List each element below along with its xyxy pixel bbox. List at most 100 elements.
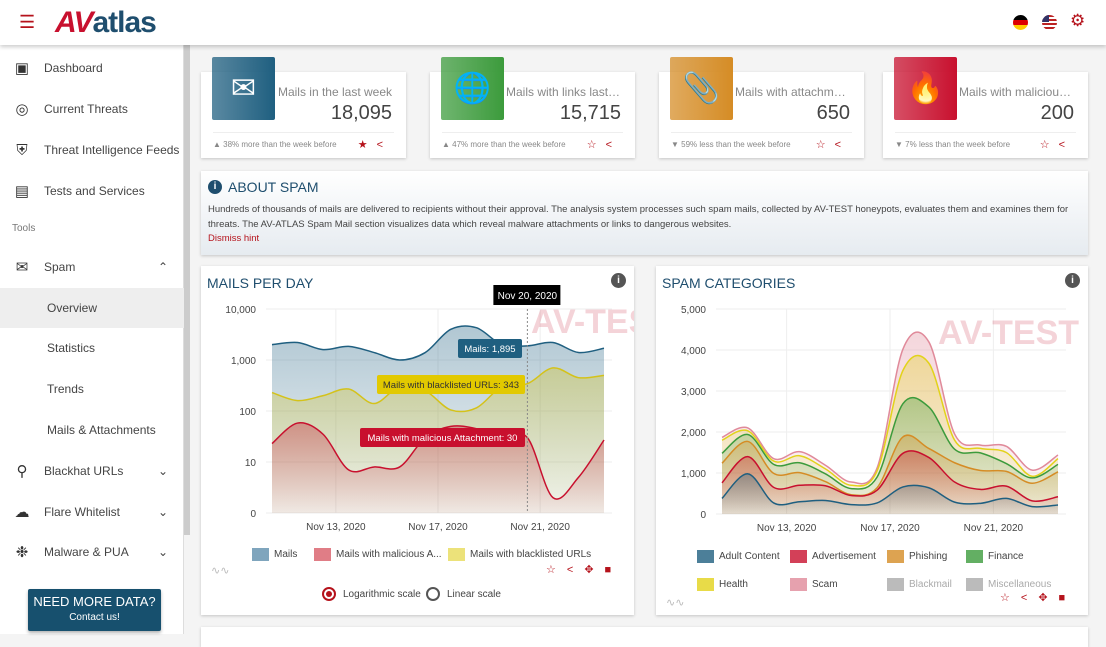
card-actions: ☆<	[587, 138, 621, 151]
star-icon[interactable]: ★	[357, 139, 377, 151]
spam-categories-chart: 0 1,000 2,000 3,000 4,000 5,000 Nov 13, 2020 No…	[681, 305, 1079, 534]
label: Mails with blacklisted URLs	[470, 549, 592, 560]
star-icon[interactable]: ☆	[1039, 139, 1059, 151]
label: Miscellaneous	[988, 579, 1052, 590]
sidebar-item-malware-pua[interactable]: ❉ Malware & PUA ⌄	[0, 532, 184, 572]
next-panel	[201, 627, 1088, 647]
us-flag-icon[interactable]	[1042, 15, 1057, 30]
legend-phishing[interactable]: Phishing	[887, 550, 947, 563]
radio-checked[interactable]	[322, 587, 336, 601]
label: Adult Content	[719, 551, 780, 562]
panel-title: MAILS PER DAY	[207, 275, 314, 291]
avatlas-logo[interactable]: AVatlas	[55, 6, 157, 39]
gear-icon[interactable]: ⚙	[1070, 11, 1086, 30]
legend-miscellaneous[interactable]: Miscellaneous	[966, 578, 1051, 591]
radio-unchecked[interactable]	[426, 587, 440, 601]
legend-adult-content[interactable]: Adult Content	[697, 550, 780, 563]
av-test-watermark: AV-TEST	[938, 314, 1079, 352]
label: Flare Whitelist	[44, 505, 121, 519]
legend-mails[interactable]: Mails	[252, 548, 297, 561]
search-icon: ⚲	[16, 463, 28, 480]
sidebar-item-dashboard[interactable]: ▣ Dashboard	[0, 48, 184, 88]
top-header: ☰ AVatlas ⚙	[0, 0, 1106, 45]
label: Spam	[44, 260, 76, 274]
y-tick-label: 100	[239, 407, 256, 418]
chevron-up-icon: ⌃	[157, 260, 168, 274]
label: Threat Intelligence Feeds	[44, 143, 180, 157]
chevron-down-icon: ⌄	[157, 505, 168, 519]
info-icon[interactable]: i	[611, 273, 626, 288]
share-icon[interactable]: <	[376, 139, 392, 151]
legend-health[interactable]: Health	[697, 578, 748, 591]
share-icon[interactable]: <	[1058, 139, 1074, 151]
about-spam-hint: i ABOUT SPAM Hundreds of thousands of mai…	[201, 171, 1088, 255]
legend-blackmail[interactable]: Blackmail	[887, 578, 952, 591]
sidebar-item-tests[interactable]: ▤ Tests and Services	[0, 171, 184, 211]
legend-scam[interactable]: Scam	[790, 578, 838, 591]
save-icon[interactable]: ■	[604, 564, 623, 576]
label: Current Threats	[44, 102, 128, 116]
swatch	[790, 578, 807, 591]
swatch	[887, 550, 904, 563]
label: Linear scale	[447, 588, 501, 600]
star-icon[interactable]: ☆	[586, 139, 606, 151]
card-trend: ▲ 38% more than the week before	[213, 132, 394, 149]
about-title: ABOUT SPAM	[228, 179, 319, 195]
hamburger-menu-icon[interactable]: ☰	[19, 12, 36, 32]
stat-card: 🌐 Mails with links last ... 15,715 ▲ 47%…	[430, 57, 635, 158]
label: Health	[719, 579, 748, 590]
label: Dashboard	[44, 61, 103, 75]
move-icon[interactable]: ✥	[1038, 592, 1059, 604]
legend-blacklisted[interactable]: Mails with blacklisted URLs	[448, 548, 591, 561]
move-icon[interactable]: ✥	[584, 564, 605, 576]
clipboard-icon: ▤	[14, 183, 30, 200]
sidebar-item-statistics[interactable]: Statistics	[0, 328, 184, 368]
y-tick-label: 1,000	[231, 356, 256, 367]
share-icon[interactable]: <	[834, 139, 850, 151]
sidebar-item-current-threats[interactable]: ◎ Current Threats	[0, 89, 184, 129]
label: Tests and Services	[44, 184, 145, 198]
sidebar-scrollbar[interactable]	[184, 45, 190, 535]
legend-malicious[interactable]: Mails with malicious A...	[314, 548, 442, 561]
share-icon[interactable]: <	[566, 564, 585, 576]
sidebar-item-flare-whitelist[interactable]: ☁ Flare Whitelist ⌄	[0, 492, 184, 532]
need-more-data-button[interactable]: NEED MORE DATA? Contact us!	[28, 589, 161, 631]
star-icon[interactable]: ☆	[546, 564, 567, 576]
sidebar-item-blackhat-urls[interactable]: ⚲ Blackhat URLs ⌄	[0, 451, 184, 491]
sidebar-item-threat-feeds[interactable]: ⛨ Threat Intelligence Feeds	[0, 130, 184, 170]
legend-finance[interactable]: Finance	[966, 550, 1024, 563]
trend-up-icon: ▲	[442, 140, 450, 149]
share-icon[interactable]: <	[1020, 592, 1039, 604]
card-title: Mails in the last week	[277, 85, 392, 99]
sidebar: ▣ Dashboard ◎ Current Threats ⛨ Threat Inte…	[0, 45, 184, 634]
swatch	[252, 548, 269, 561]
sidebar-item-trends[interactable]: Trends	[0, 369, 184, 409]
sidebar-item-spam[interactable]: ✉ Spam ⌃	[0, 247, 184, 287]
star-icon[interactable]: ☆	[1000, 592, 1021, 604]
envelope-icon: ✉	[15, 259, 29, 276]
save-icon[interactable]: ■	[1058, 592, 1077, 604]
sidebar-item-mails-attachments[interactable]: Mails & Attachments	[0, 410, 184, 450]
info-icon[interactable]: i	[1065, 273, 1080, 288]
shield-icon: ⛨	[16, 141, 28, 159]
legend-advertisement[interactable]: Advertisement	[790, 550, 876, 563]
swatch	[697, 550, 714, 563]
share-icon[interactable]: <	[605, 139, 621, 151]
star-icon[interactable]: ☆	[815, 139, 835, 151]
stat-card: 🔥 Mails with malicious... 200 ▼ 7% less …	[883, 57, 1088, 158]
y-tick-label: 10,000	[225, 305, 256, 316]
dismiss-hint-link[interactable]: Dismiss hint	[208, 233, 260, 244]
globe-icon: 🌐	[441, 57, 504, 120]
sidebar-item-overview[interactable]: Overview	[0, 288, 184, 328]
radio-linear-scale[interactable]: Linear scale	[426, 587, 501, 601]
label: Mails with malicious A...	[336, 549, 442, 560]
line-phishing	[721, 434, 1059, 497]
y-tick-label: 3,000	[681, 387, 706, 398]
german-flag-icon[interactable]	[1013, 15, 1028, 30]
trend-text: 7% less than the week before	[905, 140, 1011, 149]
label: Blackhat URLs	[44, 464, 124, 478]
radio-log-scale[interactable]: Logarithmic scale	[322, 587, 421, 601]
swatch	[966, 578, 983, 591]
tooltip-box	[377, 375, 525, 394]
radar-icon: ◎	[15, 101, 29, 118]
